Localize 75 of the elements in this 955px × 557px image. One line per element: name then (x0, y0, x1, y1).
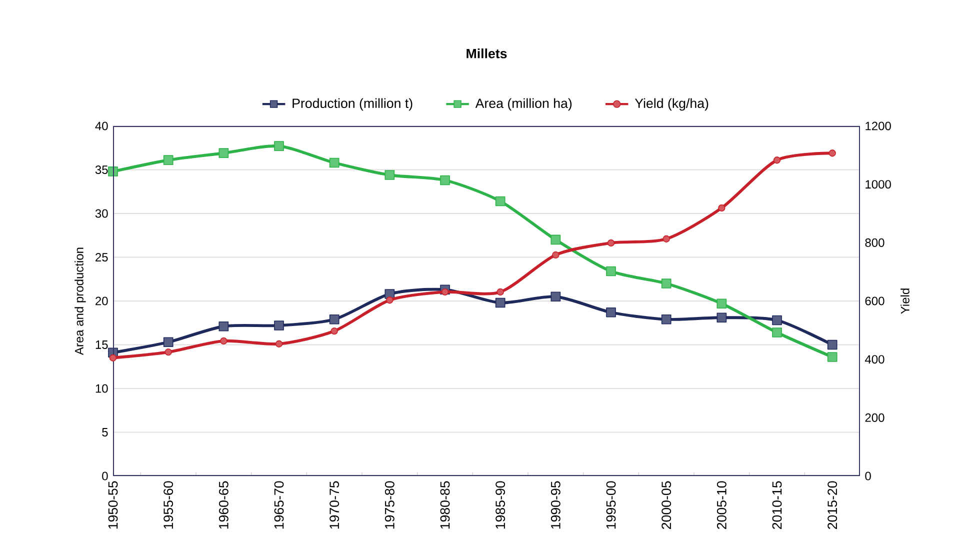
y-tick-label: 40 (95, 122, 108, 130)
x-tick-label: 1965-70 (274, 481, 284, 529)
point (716, 298, 727, 309)
point (550, 292, 561, 302)
point (496, 288, 504, 296)
point (274, 320, 284, 330)
point (772, 328, 782, 338)
point (108, 166, 118, 176)
y-tick-label: 5 (102, 428, 108, 436)
point (163, 155, 174, 166)
y-tick-label: 20 (96, 296, 108, 306)
point (384, 170, 395, 180)
legend-label: Area (million ha) (475, 98, 572, 111)
point (109, 354, 117, 362)
y-axis-title: Area and production (74, 248, 86, 356)
y2-axis-title: Yield (900, 288, 910, 314)
y2-tick-label: 1200 (866, 122, 891, 130)
chart-title: Millets (466, 48, 507, 58)
point (329, 314, 340, 324)
x-tick-label: 1985-90 (496, 481, 506, 529)
y-tick-label: 35 (95, 165, 108, 174)
point (218, 321, 229, 332)
y-tick-label: 15 (96, 340, 108, 349)
point (661, 314, 672, 324)
point (218, 148, 229, 158)
point (552, 251, 560, 259)
y-tick-label: 10 (96, 384, 108, 393)
y2-tick-label: 400 (864, 355, 884, 364)
point (330, 327, 338, 335)
x-tick-label: 2000-05 (662, 481, 672, 529)
point (275, 340, 283, 348)
point (495, 196, 506, 206)
point (164, 348, 172, 356)
x-tick-label: 1955-60 (164, 481, 174, 529)
x-tick-label: 1980-85 (440, 481, 450, 529)
point (550, 234, 561, 245)
point (386, 296, 394, 304)
y-tick-label: 25 (96, 252, 108, 262)
point (441, 288, 449, 296)
x-tick-label: 1990-95 (550, 481, 560, 529)
y2-tick-label: 0 (865, 472, 871, 480)
point (495, 298, 506, 308)
point (329, 158, 340, 168)
point (661, 278, 672, 288)
point (607, 239, 615, 247)
x-tick-label: 1995-00 (606, 481, 616, 529)
point (440, 175, 450, 186)
y-tick-label: 30 (95, 209, 108, 218)
point (773, 156, 781, 164)
point (606, 307, 616, 318)
point (772, 315, 782, 326)
point (716, 312, 727, 323)
y2-tick-label: 1000 (866, 180, 891, 189)
x-tick-label: 2015-20 (828, 481, 838, 529)
x-tick-label: 1950-55 (108, 481, 118, 529)
y2-tick-label: 600 (865, 296, 884, 306)
legend-label: Yield (kg/ha) (634, 98, 708, 111)
point (827, 352, 838, 362)
point (827, 340, 838, 350)
point (220, 337, 228, 345)
y2-tick-label: 200 (865, 413, 884, 422)
point (163, 337, 174, 348)
x-tick-label: 2005-10 (716, 481, 726, 529)
point (606, 266, 616, 276)
y2-tick-label: 800 (865, 238, 884, 247)
point (828, 150, 836, 157)
x-tick-label: 1970-75 (330, 481, 340, 529)
point (274, 141, 284, 152)
x-tick-label: 2010-15 (772, 481, 782, 529)
x-tick-label: 1960-65 (218, 481, 228, 529)
y-tick-label: 0 (102, 472, 108, 480)
x-tick-label: 1975-80 (384, 481, 394, 529)
legend-label: Production (million t) (292, 98, 412, 111)
point (662, 235, 670, 242)
point (718, 204, 726, 212)
